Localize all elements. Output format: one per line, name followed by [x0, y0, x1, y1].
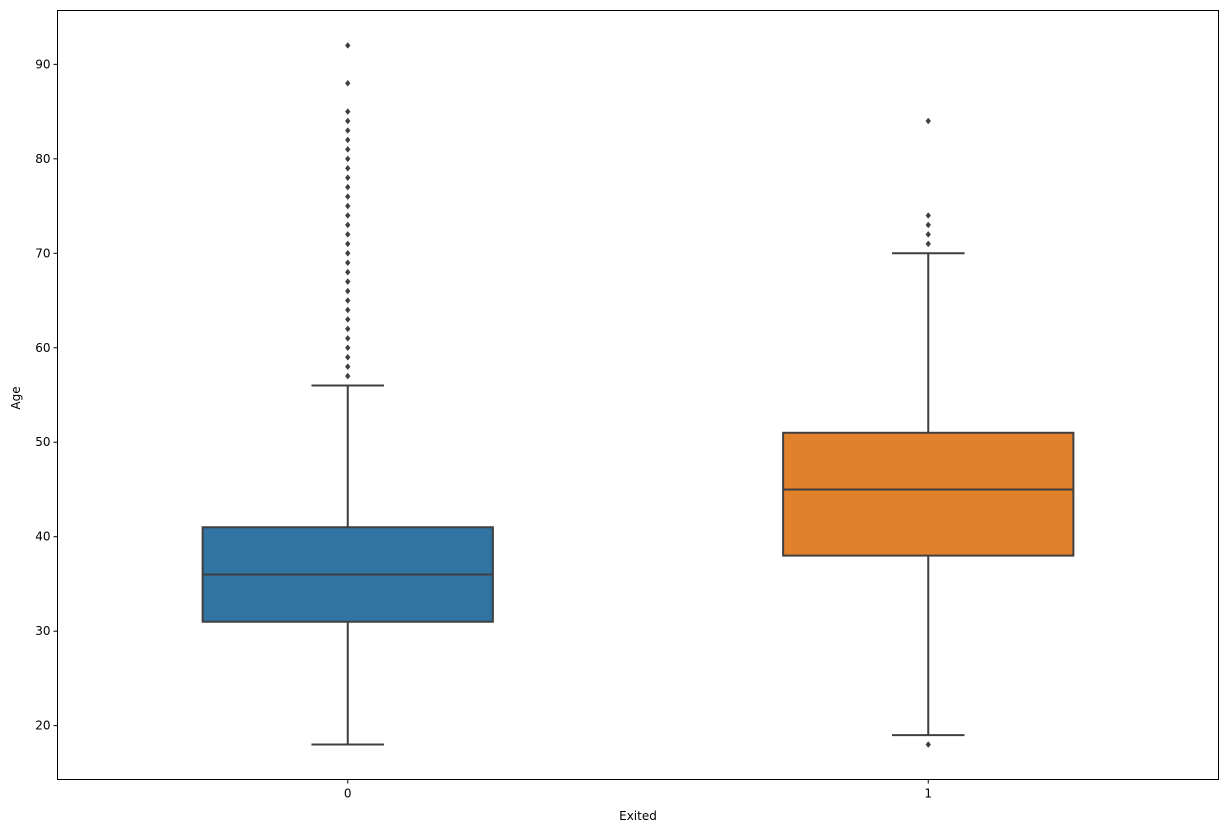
outlier-point — [345, 221, 351, 229]
outlier-point — [345, 79, 351, 87]
outlier-point — [345, 193, 351, 201]
x-axis-label: Exited — [619, 809, 657, 823]
outlier-point — [925, 117, 931, 125]
outlier-point — [345, 363, 351, 371]
outlier-point — [345, 306, 351, 314]
outlier-point — [345, 202, 351, 210]
outlier-point — [345, 259, 351, 267]
outlier-point — [345, 212, 351, 219]
outlier-point — [345, 117, 351, 125]
plot-area — [201, 42, 1075, 748]
axes-frame — [57, 10, 1219, 780]
outlier-point — [345, 230, 351, 238]
outlier-point — [345, 268, 351, 276]
outlier-point — [345, 136, 351, 144]
outlier-point — [345, 372, 351, 380]
y-tick-label: 40 — [35, 530, 50, 544]
outlier-point — [345, 164, 351, 172]
outlier-point — [345, 325, 351, 333]
outlier-point — [345, 249, 351, 257]
y-tick-label: 80 — [35, 152, 50, 166]
y-tick-label: 50 — [35, 435, 50, 449]
y-tick-label: 30 — [35, 624, 50, 638]
outlier-point — [345, 316, 351, 323]
outlier-point — [345, 287, 351, 295]
outlier-point — [345, 145, 351, 153]
x-tick-label: 1 — [924, 787, 932, 801]
outlier-point — [925, 221, 931, 229]
outlier-point — [345, 240, 351, 248]
y-tick-label: 70 — [35, 246, 50, 260]
outlier-point — [345, 155, 351, 163]
x-tick-label: 0 — [344, 787, 352, 801]
outlier-point — [345, 278, 351, 286]
y-tick-label: 90 — [35, 57, 50, 71]
outlier-point — [925, 212, 931, 219]
box-group-1 — [782, 117, 1075, 748]
y-tick-label: 60 — [35, 341, 50, 355]
outlier-point — [925, 240, 931, 248]
outlier-point — [345, 334, 351, 342]
outlier-point — [925, 741, 931, 748]
outlier-point — [345, 174, 351, 182]
outlier-point — [345, 183, 351, 191]
y-axis: 20 30 40 50 60 70 80 90 — [35, 57, 58, 733]
outlier-point — [345, 344, 351, 352]
outlier-point — [345, 127, 351, 134]
outlier-point — [345, 353, 351, 361]
box-group-0 — [201, 42, 494, 746]
y-axis-label: Age — [9, 386, 23, 409]
box-iqr — [782, 431, 1075, 557]
outlier-point — [345, 108, 351, 115]
outlier-point — [345, 42, 351, 49]
outlier-point — [345, 297, 351, 304]
y-tick-label: 20 — [35, 719, 50, 733]
outlier-point — [925, 230, 931, 238]
